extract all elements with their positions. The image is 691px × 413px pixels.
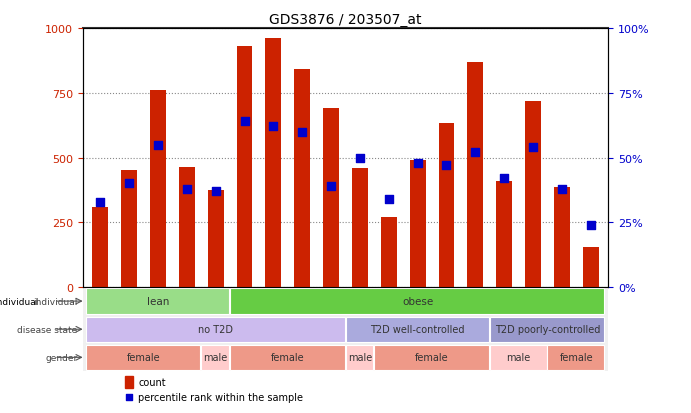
Bar [179, 167, 195, 287]
Text: individual: individual [0, 297, 38, 306]
Bar [208, 190, 224, 287]
Point [95, 199, 106, 205]
Point [556, 186, 567, 192]
Bar [352, 169, 368, 287]
Bar [121, 171, 137, 287]
FancyBboxPatch shape [230, 345, 345, 370]
Bar [323, 109, 339, 287]
Text: male: male [204, 353, 228, 363]
Point [181, 186, 192, 192]
Point [354, 155, 366, 161]
Text: male: male [348, 353, 372, 363]
Point [123, 394, 134, 401]
Bar [467, 62, 483, 287]
FancyBboxPatch shape [346, 317, 489, 342]
Text: no T2D: no T2D [198, 325, 233, 335]
Bar [150, 91, 166, 287]
FancyBboxPatch shape [86, 345, 200, 370]
Bar [554, 188, 570, 287]
Bar [381, 218, 397, 287]
Point [470, 150, 481, 156]
Bar [583, 247, 598, 287]
Bar [294, 70, 310, 287]
Title: GDS3876 / 203507_at: GDS3876 / 203507_at [269, 12, 422, 26]
FancyBboxPatch shape [201, 345, 229, 370]
Text: percentile rank within the sample: percentile rank within the sample [138, 392, 303, 402]
Bar [525, 101, 541, 287]
Text: female: female [560, 353, 593, 363]
Point [412, 160, 423, 166]
Text: gender: gender [46, 353, 77, 362]
Text: disease state: disease state [17, 325, 77, 334]
Bar [93, 207, 108, 287]
Point [585, 222, 596, 229]
Point [210, 188, 221, 195]
Point [296, 129, 307, 135]
FancyBboxPatch shape [86, 317, 345, 342]
Text: female: female [415, 353, 449, 363]
Point [124, 180, 135, 187]
FancyBboxPatch shape [230, 289, 605, 314]
Point [384, 196, 395, 203]
Point [325, 183, 337, 190]
Text: individual: individual [33, 297, 77, 306]
FancyBboxPatch shape [490, 317, 605, 342]
Point [499, 176, 510, 182]
Text: male: male [507, 353, 531, 363]
Bar [236, 47, 252, 287]
Text: obese: obese [402, 297, 433, 306]
Point [441, 163, 452, 169]
Bar [410, 161, 426, 287]
Text: count: count [138, 377, 166, 387]
Bar [265, 39, 281, 287]
FancyBboxPatch shape [547, 345, 605, 370]
Point [527, 145, 538, 151]
Text: T2D well-controlled: T2D well-controlled [370, 325, 465, 335]
FancyBboxPatch shape [490, 345, 547, 370]
Point [153, 142, 164, 149]
Text: T2D poorly-controlled: T2D poorly-controlled [495, 325, 600, 335]
Text: female: female [126, 353, 160, 363]
Point [239, 119, 250, 125]
FancyBboxPatch shape [346, 345, 374, 370]
Text: lean: lean [146, 297, 169, 306]
FancyBboxPatch shape [86, 289, 229, 314]
Bar [496, 181, 512, 287]
Bar [125, 377, 133, 388]
Text: female: female [271, 353, 305, 363]
FancyBboxPatch shape [375, 345, 489, 370]
Bar [439, 123, 455, 287]
Point [268, 124, 279, 131]
